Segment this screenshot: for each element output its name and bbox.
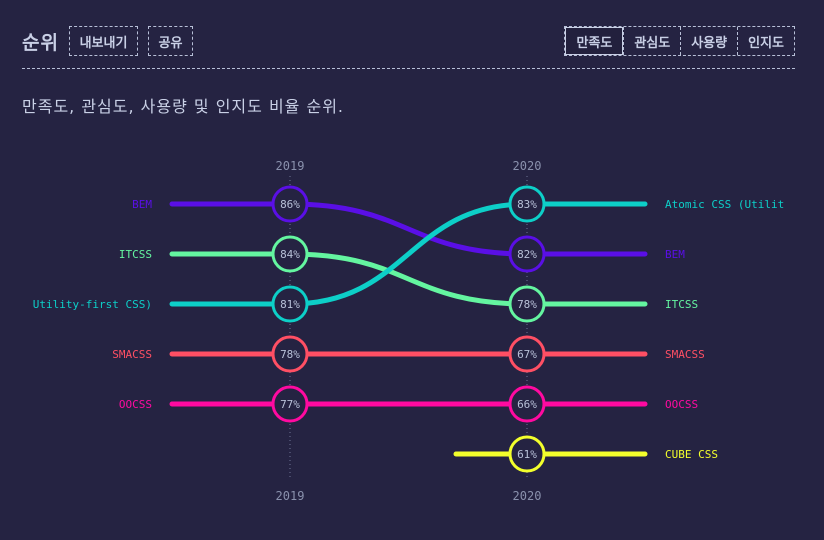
- series-label-left-bem: BEM: [132, 198, 152, 211]
- page-title: 순위: [22, 32, 59, 54]
- series-line-itcss: [169, 251, 648, 307]
- tab-satisfaction[interactable]: 만족도: [565, 27, 624, 55]
- series-label-right-oocss: OOCSS: [665, 398, 698, 411]
- value-label-atomic-css-utility-first-css-2019: 81%: [280, 298, 300, 311]
- point-itcss-2020: [508, 285, 546, 323]
- series-label-right-smacss: SMACSS: [665, 348, 705, 361]
- point-itcss-2019: [271, 235, 309, 273]
- series-line-bem: [169, 201, 648, 257]
- series-label-left-atomic-css-utility-first-css: Utility-first CSS): [33, 298, 152, 311]
- point-atomic-css-utility-first-css-2019: [271, 285, 309, 323]
- export-button[interactable]: 내보내기: [69, 26, 138, 56]
- point-bem-2020: [508, 235, 546, 273]
- value-label-cube-css-2020: 61%: [517, 448, 537, 461]
- series-label-right-itcss: ITCSS: [665, 298, 698, 311]
- value-label-oocss-2019: 77%: [280, 398, 300, 411]
- series-label-left-itcss: ITCSS: [119, 248, 152, 261]
- series-label-left-smacss: SMACSS: [112, 348, 152, 361]
- year-label-bottom-2019: 2019: [276, 489, 305, 503]
- value-label-atomic-css-utility-first-css-2020: 83%: [517, 198, 537, 211]
- chart-subtitle: 만족도, 관심도, 사용량 및 인지도 비율 순위.: [22, 97, 345, 116]
- share-button[interactable]: 공유: [148, 26, 193, 56]
- series-label-right-cube-css: CUBE CSS: [665, 448, 718, 461]
- tab-interest[interactable]: 관심도: [623, 27, 680, 55]
- tab-awareness[interactable]: 인지도: [737, 27, 794, 55]
- series-label-right-bem: BEM: [665, 248, 685, 261]
- point-cube-css-2020: [508, 435, 546, 473]
- year-label-bottom-2020: 2020: [513, 489, 542, 503]
- value-label-bem-2020: 82%: [517, 248, 537, 261]
- year-label-top-2019: 2019: [276, 159, 305, 173]
- point-smacss-2020: [508, 335, 546, 373]
- metric-tabs: 만족도 관심도 사용량 인지도: [564, 26, 795, 56]
- series-label-right-atomic-css-utility-first-css: Atomic CSS (Utilit: [665, 198, 784, 211]
- series-label-left-oocss: OOCSS: [119, 398, 152, 411]
- value-label-smacss-2019: 78%: [280, 348, 300, 361]
- year-label-top-2020: 2020: [513, 159, 542, 173]
- point-oocss-2019: [271, 385, 309, 423]
- header: 순위 내보내기 공유 만족도 관심도 사용량 인지도: [22, 26, 795, 58]
- point-atomic-css-utility-first-css-2020: [508, 185, 546, 223]
- value-label-itcss-2020: 78%: [517, 298, 537, 311]
- point-bem-2019: [271, 185, 309, 223]
- value-label-oocss-2020: 66%: [517, 398, 537, 411]
- value-label-bem-2019: 86%: [280, 198, 300, 211]
- tab-usage[interactable]: 사용량: [680, 27, 737, 55]
- value-label-smacss-2020: 67%: [517, 348, 537, 361]
- header-divider: [22, 68, 795, 69]
- series-line-atomic-css-utility-first-css: [169, 201, 648, 307]
- value-label-itcss-2019: 84%: [280, 248, 300, 261]
- point-oocss-2020: [508, 385, 546, 423]
- point-smacss-2019: [271, 335, 309, 373]
